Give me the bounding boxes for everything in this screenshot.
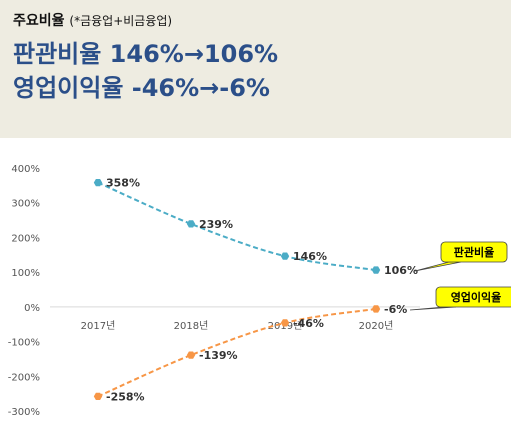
header-panel: 주요비율 (*금융업+비금융업) 판관비율 146%→106% 영업이익율 -4…	[0, 0, 511, 138]
callout-box	[440, 241, 508, 263]
y-tick-label: -100%	[8, 338, 40, 349]
headline-sga-ratio: 판관비율 146%→106%	[13, 40, 279, 68]
data-point	[186, 220, 196, 228]
data-label: -139%	[199, 349, 238, 362]
data-point	[371, 266, 381, 274]
x-tick-label: 2020년	[359, 320, 394, 332]
y-axis: 400% 300% 200% 100% 0% -100% -200% -300%	[8, 164, 40, 418]
x-axis: 2017년2018년2019년2020년	[81, 320, 394, 332]
y-tick-label: 100%	[11, 268, 40, 279]
y-tick-label: 0%	[24, 303, 40, 314]
legend-label: 판관비율	[454, 245, 494, 259]
y-tick-label: 300%	[11, 199, 40, 210]
callout-box	[435, 286, 511, 308]
data-label: -46%	[293, 317, 324, 330]
y-tick-label: -300%	[8, 407, 40, 418]
data-label: 106%	[384, 264, 418, 277]
data-label: -258%	[106, 390, 145, 403]
legend-label: 영업이익율	[451, 290, 502, 304]
series-line-2	[97, 307, 377, 398]
y-tick-label: -200%	[8, 372, 40, 383]
callout-pointer	[414, 261, 462, 272]
data-label: 239%	[199, 218, 233, 231]
data-point	[280, 319, 290, 327]
data-label: 146%	[293, 250, 327, 263]
x-tick-label: 2017년	[81, 320, 116, 332]
headline-operating-margin: 영업이익율 -46%→-6%	[13, 74, 270, 102]
data-point	[93, 178, 103, 187]
subtitle-note: (*금융업+비금융업)	[69, 14, 173, 28]
callout-pointer	[409, 306, 457, 311]
data-point	[186, 351, 196, 359]
data-point	[371, 305, 381, 313]
y-tick-label: 400%	[11, 164, 40, 175]
data-point	[93, 392, 103, 401]
line-chart: 400% 300% 200% 100% 0% -100% -200% -300% 2017년 2…	[8, 164, 511, 418]
subtitle: 주요비율 (*금융업+비금융업)	[13, 10, 172, 30]
x-tick-label: 2018년	[174, 320, 209, 332]
data-label: -6%	[384, 303, 407, 316]
data-point	[280, 252, 290, 260]
subtitle-text: 주요비율	[13, 13, 65, 29]
series-line-1	[97, 181, 377, 272]
series-group: 358% 239% 146% 106% -258% -139% -46% -6%	[93, 177, 418, 403]
y-tick-label: 200%	[11, 233, 40, 244]
data-label: 358%	[106, 177, 140, 190]
